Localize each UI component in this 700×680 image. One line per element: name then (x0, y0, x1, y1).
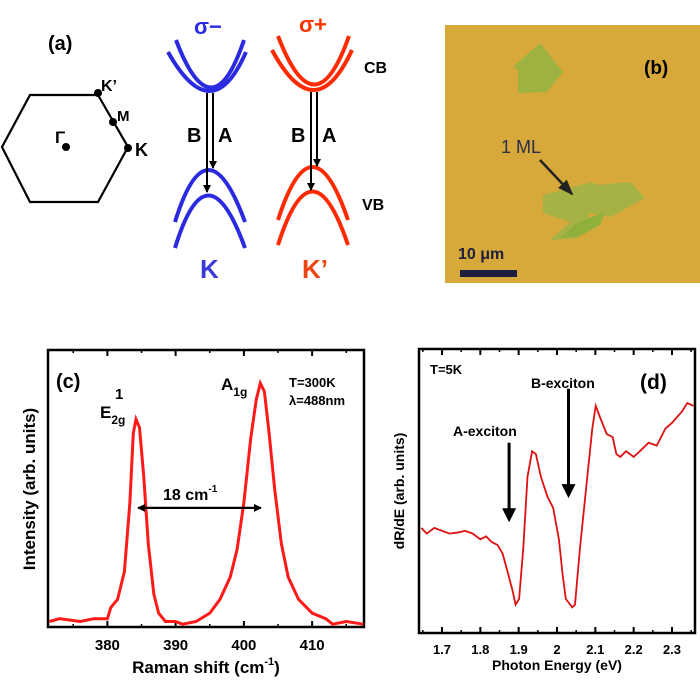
separation-main: 18 cm (163, 487, 208, 504)
k-prime-valley-label: K’ (302, 254, 328, 284)
separation-label: 18 cm-1 (163, 484, 218, 504)
raman-chart: 380 390 400 410 (c) T=300K λ=488nm E2g 1 A1… (20, 348, 366, 677)
b-exciton-label: B-exciton (531, 375, 595, 391)
raman-x-axis-label: Raman shift (cm-1) (132, 656, 280, 677)
reflectance-derivative-line (420, 401, 694, 609)
x-tick-label: 1.9 (510, 642, 528, 657)
x-tick-label: 380 (95, 637, 120, 654)
k-prime-point-dot (94, 89, 102, 97)
a1g-sub: 1g (233, 385, 247, 399)
monolayer-annotation: 1 ML (501, 137, 541, 157)
temperature-label: T=300K (289, 375, 336, 390)
substrate (445, 25, 700, 283)
transition-a-label-kprime: A (322, 125, 336, 147)
k-valley-bands (166, 39, 248, 249)
x-tick-label: 1.8 (471, 642, 489, 657)
x-tick-label: 2 (553, 642, 560, 657)
gamma-label: Γ (55, 128, 65, 147)
e2g-sup: 1 (115, 386, 123, 403)
k-valley-label: K (200, 254, 219, 284)
monolayer-arrow (539, 159, 574, 196)
e2g-sub: 2g (111, 413, 125, 427)
x-tick-label: 2.1 (586, 642, 604, 657)
xlabel-sup: -1 (264, 656, 274, 668)
transition-a-label: A (218, 125, 232, 147)
raman-plot-frame (46, 348, 366, 629)
thicker-strip (560, 212, 605, 238)
k-label: K (135, 140, 148, 160)
a1g-peak-label: A1g (221, 375, 247, 399)
wavelength-label: λ=488nm (289, 393, 345, 408)
panel-b-label: (b) (644, 58, 668, 79)
reflectance-chart: 1.7 1.8 1.9 2 2.1 2.2 2.3 T=5K B-exciton A-exc… (391, 347, 697, 673)
sigma-plus-label: σ+ (299, 12, 327, 37)
m-point-dot (109, 118, 117, 126)
reflectance-x-axis-label: Photon Energy (eV) (492, 657, 622, 673)
transition-b-label-kprime: B (291, 125, 305, 147)
reflectance-y-axis-label: dR/dE (arb. units) (391, 433, 407, 550)
a-exciton-arrowhead (502, 508, 517, 523)
xlabel-main: Raman shift (cm (132, 658, 264, 677)
cb-label: CB (364, 60, 387, 77)
x-tick-label: 400 (231, 637, 256, 654)
gamma-point-dot (62, 143, 70, 151)
panel-a-label: (a) (48, 33, 72, 55)
thick-flake (513, 43, 563, 93)
raman-spectrum-line (49, 378, 364, 626)
temperature-label-d: T=5K (430, 362, 463, 377)
e2g-peak-label: E2g (100, 403, 125, 427)
k-point-dot (124, 144, 132, 152)
x-tick-label: 410 (300, 637, 325, 654)
panel-c-label: (c) (56, 371, 80, 393)
xlabel-end: ) (274, 658, 280, 677)
x-tick-label: 1.7 (433, 642, 451, 657)
separation-sup: -1 (208, 484, 217, 495)
a1g-main: A (221, 375, 233, 394)
k-prime-label: K’ (101, 78, 117, 95)
scale-bar-label: 10 μm (458, 246, 504, 263)
panel-a: (a) Γ K’ M K B A σ− K B A (0, 12, 387, 284)
monolayer-flake (543, 182, 645, 240)
transition-b-label: B (187, 125, 201, 147)
x-tick-label: 390 (163, 637, 188, 654)
k-prime-valley-bands (270, 35, 354, 246)
sigma-minus-label: σ− (194, 14, 222, 39)
b-exciton-arrowhead (561, 484, 576, 499)
x-tick-label: 2.3 (663, 642, 681, 657)
scale-bar (460, 270, 517, 277)
e2g-main: E (100, 403, 111, 422)
vb-label: VB (362, 197, 384, 214)
panel-d-label: (d) (640, 371, 667, 394)
x-tick-label: 2.2 (625, 642, 643, 657)
a-exciton-label: A-exciton (453, 423, 517, 439)
panel-b-micrograph: 1 ML 10 μm (b) (445, 25, 700, 283)
m-label: M (117, 108, 130, 125)
raman-y-axis-label: Intensity (arb. units) (20, 408, 39, 570)
